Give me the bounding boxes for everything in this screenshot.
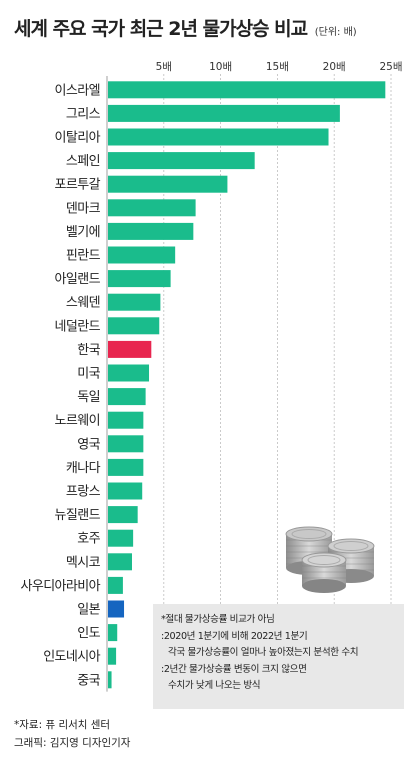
category-label: 호주 bbox=[77, 532, 100, 547]
x-tick-label: 25배 bbox=[379, 61, 402, 73]
chart-title: 세계 주요 국가 최근 2년 물가상승 비교 (단위: 배) bbox=[14, 14, 357, 41]
category-label: 벨기에 bbox=[66, 225, 100, 240]
category-label: 영국 bbox=[77, 437, 100, 452]
category-label: 중국 bbox=[77, 673, 100, 688]
category-label: 이스라엘 bbox=[55, 83, 100, 98]
category-label: 스페인 bbox=[66, 154, 100, 169]
category-label: 캐나다 bbox=[66, 461, 101, 476]
bar-default bbox=[108, 81, 386, 99]
category-label: 포르투갈 bbox=[55, 178, 101, 193]
category-label: 네덜란드 bbox=[55, 319, 101, 334]
x-tick-label: 15배 bbox=[266, 61, 289, 73]
unit-label: (단위: 배) bbox=[314, 27, 357, 38]
x-tick-label: 10배 bbox=[209, 61, 232, 73]
bar-default bbox=[108, 529, 134, 547]
note-line: *절대 물가상승률 비교가 아님 bbox=[161, 614, 275, 625]
category-label: 스웨덴 bbox=[66, 296, 100, 311]
bar-default bbox=[108, 647, 117, 665]
bar-default bbox=[108, 482, 143, 500]
note-line: 수치가 낮게 나오는 방식 bbox=[168, 680, 261, 691]
source-block: *자료: 퓨 리서치 센터 그래픽: 김지영 디자인기자 bbox=[14, 716, 130, 752]
category-label: 인도 bbox=[77, 626, 100, 641]
bar-default bbox=[108, 506, 138, 524]
category-label: 멕시코 bbox=[66, 555, 101, 570]
bar-default bbox=[108, 246, 176, 264]
category-label: 그리스 bbox=[66, 107, 101, 122]
bar-default bbox=[108, 576, 123, 594]
bar-default bbox=[108, 128, 329, 146]
bar-default bbox=[108, 671, 112, 689]
bar-japan bbox=[108, 600, 125, 618]
credit-line: 그래픽: 김지영 디자인기자 bbox=[14, 737, 131, 749]
category-label: 일본 bbox=[77, 603, 100, 618]
bar-default bbox=[108, 624, 118, 642]
category-label: 핀란드 bbox=[66, 249, 101, 264]
bar-default bbox=[108, 104, 340, 122]
category-label: 인도네시아 bbox=[43, 650, 100, 665]
note-line: :2020년 1분기에 비해 2022년 1분기 bbox=[161, 630, 308, 642]
bar-default bbox=[108, 317, 160, 335]
bar-default bbox=[108, 364, 150, 382]
note-line: 각국 물가상승률이 얼마나 높아졌는지 분석한 수치 bbox=[168, 647, 359, 658]
bar-default bbox=[108, 199, 196, 217]
note-box: *절대 물가상승률 비교가 아님 :2020년 1분기에 비해 2022년 1분… bbox=[153, 604, 404, 709]
category-label: 뉴질랜드 bbox=[55, 508, 101, 523]
bar-default bbox=[108, 411, 144, 429]
category-label: 한국 bbox=[77, 343, 100, 358]
category-label: 프랑스 bbox=[66, 485, 101, 500]
bar-default bbox=[108, 458, 144, 476]
bar-default bbox=[108, 175, 228, 193]
category-label: 노르웨이 bbox=[55, 414, 100, 429]
bar-default bbox=[108, 293, 161, 311]
source-line: *자료: 퓨 리서치 센터 bbox=[14, 719, 111, 731]
bar-default bbox=[108, 270, 171, 288]
category-label: 아일랜드 bbox=[55, 272, 101, 287]
bar-highlight bbox=[108, 340, 152, 358]
x-tick-label: 5배 bbox=[156, 61, 172, 73]
note-line: :2년간 물가상승률 변동이 크지 않으면 bbox=[161, 663, 307, 675]
bar-default bbox=[108, 553, 132, 571]
coins-illustration bbox=[285, 526, 375, 593]
x-tick-label: 20배 bbox=[323, 61, 346, 73]
category-label: 독일 bbox=[77, 390, 100, 405]
bar-default bbox=[108, 222, 194, 240]
bar-default bbox=[108, 388, 146, 406]
category-label: 미국 bbox=[77, 367, 100, 382]
category-label: 이탈리아 bbox=[55, 131, 101, 146]
category-label: 덴마크 bbox=[66, 201, 101, 216]
category-label: 사우디아라비아 bbox=[20, 579, 100, 594]
chart-title-text: 세계 주요 국가 최근 2년 물가상승 비교 bbox=[14, 18, 308, 40]
bar-default bbox=[108, 435, 144, 453]
bar-default bbox=[108, 152, 255, 170]
